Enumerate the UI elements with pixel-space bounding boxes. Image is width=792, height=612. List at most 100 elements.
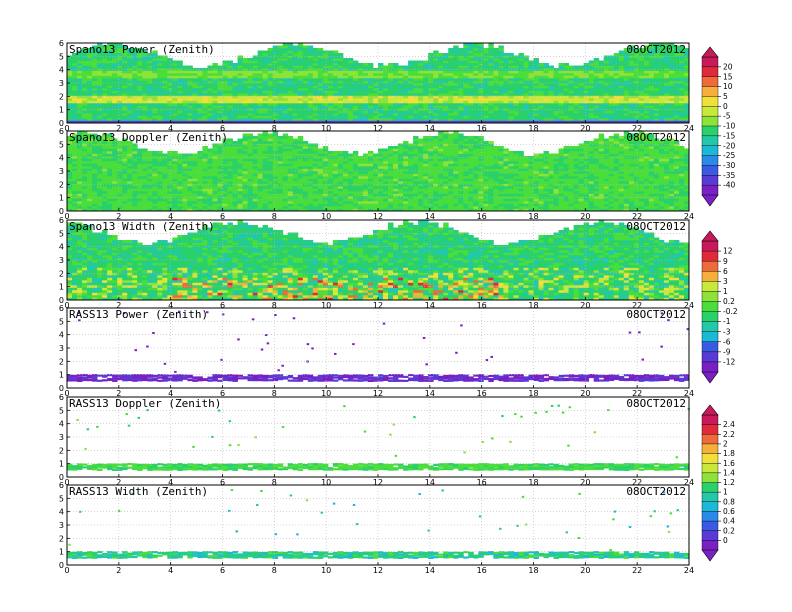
heatmap-cell xyxy=(367,103,374,106)
heatmap-cell xyxy=(297,88,304,91)
heatmap-cell xyxy=(633,50,640,54)
heatmap-cell xyxy=(292,95,299,99)
heatmap-cell xyxy=(297,103,304,106)
heatmap-cell xyxy=(317,153,324,157)
heatmap-cell xyxy=(187,191,193,194)
heatmap-cell xyxy=(287,176,294,179)
heatmap-cell xyxy=(137,176,143,179)
heatmap-cell xyxy=(383,85,389,89)
heatmap-cell xyxy=(463,55,469,59)
heatmap-cell xyxy=(347,60,354,64)
heatmap-cell xyxy=(172,153,178,157)
heatmap-cell xyxy=(538,115,544,119)
heatmap-cell xyxy=(287,188,294,192)
heatmap-cell xyxy=(147,75,153,79)
heatmap-cell xyxy=(277,178,284,182)
heatmap-cell xyxy=(327,88,334,91)
heatmap-cell xyxy=(543,63,549,66)
heatmap-cell xyxy=(212,143,218,147)
heatmap-cell xyxy=(673,73,680,76)
heatmap-cell xyxy=(473,75,479,79)
heatmap-cell xyxy=(182,118,188,121)
heatmap-cell xyxy=(588,105,595,109)
heatmap-cell xyxy=(97,100,103,104)
heatmap-cell xyxy=(678,118,685,121)
heatmap-cell xyxy=(167,201,173,204)
heatmap-cell xyxy=(272,115,279,119)
heatmap-cell xyxy=(683,65,690,69)
heatmap-cell xyxy=(302,78,309,81)
heatmap-cell xyxy=(222,186,228,189)
heatmap-cell xyxy=(137,163,143,167)
heatmap-cell xyxy=(142,83,148,86)
heatmap-cell xyxy=(362,95,369,99)
heatmap-cell xyxy=(468,120,474,124)
heatmap-cell xyxy=(97,201,103,204)
heatmap-cell xyxy=(257,118,264,121)
heatmap-cell xyxy=(92,75,98,79)
heatmap-cell xyxy=(498,50,504,54)
heatmap-cell xyxy=(212,161,218,164)
heatmap-cell xyxy=(262,173,269,177)
heatmap-cell xyxy=(488,50,494,54)
heatmap-cell xyxy=(122,88,128,91)
heatmap-cell xyxy=(237,113,243,116)
heatmap-cell xyxy=(463,78,469,81)
heatmap-cell xyxy=(598,80,605,84)
heatmap-cell xyxy=(683,73,690,76)
heatmap-cell xyxy=(182,168,188,172)
heatmap-cell xyxy=(162,113,168,116)
heatmap-cell xyxy=(312,203,319,207)
heatmap-cell xyxy=(117,90,123,94)
heatmap-cell xyxy=(222,88,228,91)
heatmap-cell xyxy=(473,55,479,59)
heatmap-cell xyxy=(518,55,524,59)
heatmap-cell xyxy=(172,83,178,86)
heatmap-cell xyxy=(663,53,670,56)
heatmap-cell xyxy=(408,113,414,116)
heatmap-cell xyxy=(458,70,464,74)
heatmap-cell xyxy=(72,58,78,61)
heatmap-cell xyxy=(468,75,474,79)
heatmap-cell xyxy=(327,50,334,54)
heatmap-cell xyxy=(127,196,133,199)
heatmap-cell xyxy=(112,73,118,76)
heatmap-cell xyxy=(553,93,559,96)
heatmap-cell xyxy=(322,146,329,149)
heatmap-cell xyxy=(137,83,143,86)
heatmap-cell xyxy=(513,80,519,84)
heatmap-cell xyxy=(603,95,610,99)
heatmap-cell xyxy=(538,90,544,94)
heatmap-cell xyxy=(152,65,158,69)
heatmap-cell xyxy=(197,115,203,119)
heatmap-cell xyxy=(272,176,279,179)
heatmap-cell xyxy=(132,70,138,74)
heatmap-cell xyxy=(82,110,88,114)
heatmap-cell xyxy=(603,68,610,71)
heatmap-cell xyxy=(568,83,575,86)
heatmap-cell xyxy=(453,118,459,121)
heatmap-cell xyxy=(413,113,419,116)
heatmap-cell xyxy=(192,158,198,162)
heatmap-cell xyxy=(563,83,570,86)
heatmap-cell xyxy=(222,100,228,104)
heatmap-cell xyxy=(312,151,319,154)
heatmap-cell xyxy=(92,85,98,89)
heatmap-cell xyxy=(307,75,314,79)
heatmap-cell xyxy=(112,48,118,51)
heatmap-cell xyxy=(232,118,238,121)
heatmap-cell xyxy=(102,138,108,142)
heatmap-cell xyxy=(453,105,459,109)
heatmap-cell xyxy=(117,178,123,182)
heatmap-cell xyxy=(112,88,118,91)
heatmap-cell xyxy=(137,181,143,184)
heatmap-cell xyxy=(297,108,304,111)
heatmap-cell xyxy=(232,93,238,96)
heatmap-cell xyxy=(82,138,88,142)
heatmap-cell xyxy=(393,85,399,89)
heatmap-cell xyxy=(668,98,675,101)
heatmap-cell xyxy=(448,68,454,71)
heatmap-cell xyxy=(553,80,559,84)
heatmap-cell xyxy=(297,158,304,162)
heatmap-cell xyxy=(428,93,434,96)
